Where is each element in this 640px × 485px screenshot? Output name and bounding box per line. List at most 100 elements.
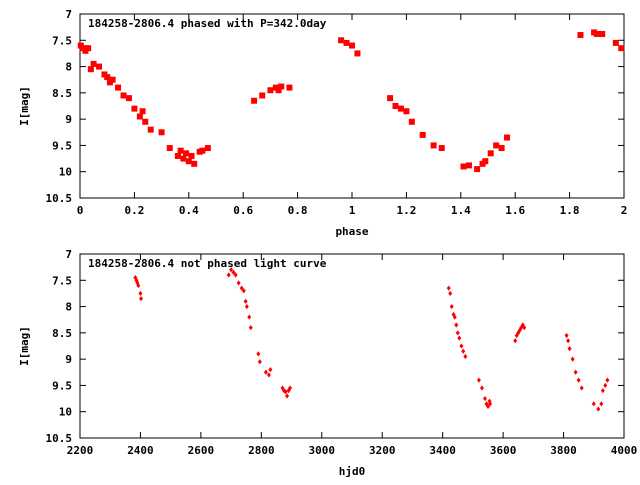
- unphased-data-point: [457, 335, 462, 341]
- unphased-y-tick-label: 7.5: [52, 274, 72, 287]
- phased-data-point: [392, 103, 399, 109]
- phased-data-point: [87, 66, 94, 73]
- phased-y-tick-label: 10.5: [46, 192, 73, 205]
- phased-x-tick-label: 1.4: [451, 204, 471, 217]
- unphased-data-point: [268, 367, 273, 373]
- unphased-x-tick-label: 3200: [369, 444, 396, 457]
- phased-data-point: [354, 50, 361, 57]
- unphased-data-point: [135, 280, 140, 286]
- phased-data-point: [142, 118, 149, 125]
- unphased-data-point: [285, 393, 290, 399]
- unphased-data-point: [513, 338, 518, 344]
- unphased-data-point: [248, 325, 253, 331]
- phased-data-point: [191, 160, 198, 167]
- unphased-data-point: [288, 385, 293, 391]
- phased-x-tick-label: 0.4: [179, 204, 199, 217]
- phased-data-point: [487, 150, 494, 157]
- phased-data-point: [188, 152, 195, 159]
- unphased-data-point: [229, 267, 234, 273]
- unphased-data-point: [231, 269, 236, 275]
- unphased-data-point: [596, 406, 601, 412]
- phased-y-tick-label: 10: [59, 166, 72, 179]
- unphased-x-axis-label: hjd0: [339, 465, 366, 478]
- phased-y-tick-label: 9.5: [52, 139, 72, 152]
- phased-x-tick-label: 1.8: [560, 204, 580, 217]
- unphased-data-point: [136, 282, 141, 289]
- phased-data-point: [338, 37, 345, 44]
- unphased-data-point: [133, 275, 138, 281]
- phased-data-point: [90, 60, 97, 67]
- phased-data-point: [599, 30, 606, 37]
- phased-data-point: [577, 32, 584, 39]
- unphased-plot-title: 184258-2806.4 not phased light curve: [88, 257, 327, 270]
- phased-x-tick-label: 0.6: [233, 204, 253, 217]
- unphased-data-point: [576, 377, 581, 383]
- phased-x-tick-label: 1: [349, 204, 356, 217]
- unphased-data-point: [266, 372, 271, 378]
- phased-data-point: [403, 108, 410, 115]
- unphased-x-tick-label: 2600: [188, 444, 215, 457]
- phased-data-point: [174, 152, 181, 159]
- phased-data-point: [438, 145, 445, 152]
- phased-y-tick-label: 8.5: [52, 87, 72, 100]
- unphased-light-curve-panel: 184258-2806.4 not phased light curve hjd…: [18, 248, 637, 478]
- unphased-data-point: [139, 296, 144, 302]
- unphased-data-point: [482, 395, 487, 402]
- unphased-data-point: [241, 288, 246, 294]
- phased-data-point: [136, 113, 143, 120]
- phased-x-tick-label: 0.8: [288, 204, 308, 217]
- phased-data-point: [479, 160, 486, 167]
- unphased-data-point: [479, 385, 484, 391]
- unphased-data-point: [461, 348, 466, 354]
- unphased-data-point: [247, 314, 252, 320]
- phased-data-point: [618, 45, 625, 52]
- unphased-x-tick-label: 3000: [309, 444, 336, 457]
- phased-data-point: [196, 148, 203, 155]
- phased-y-tick-label: 8: [65, 61, 72, 74]
- unphased-data-point: [236, 280, 241, 286]
- phased-data-point: [275, 87, 282, 94]
- phased-x-axis-label: phase: [335, 225, 368, 238]
- phased-y-tick-label: 7: [65, 8, 72, 21]
- unphased-data-point: [570, 356, 575, 362]
- phased-data-point: [593, 30, 600, 37]
- phased-data-point: [183, 150, 190, 157]
- phased-data-point: [504, 134, 511, 141]
- phased-data-point: [106, 79, 113, 86]
- phased-data-point: [185, 158, 192, 165]
- phased-data-point: [343, 39, 350, 46]
- phased-data-point: [96, 63, 103, 70]
- unphased-data-point: [455, 330, 460, 336]
- phased-x-tick-label: 1.6: [505, 204, 525, 217]
- phased-data-point: [267, 87, 274, 94]
- unphased-data-point: [522, 325, 527, 331]
- unphased-data-point: [280, 385, 285, 391]
- unphased-y-tick-label: 9.5: [52, 379, 72, 392]
- unphased-data-point: [567, 346, 572, 352]
- phased-data-point: [158, 129, 165, 136]
- phased-data-point: [139, 108, 146, 115]
- phased-x-tick-label: 2: [621, 204, 628, 217]
- unphased-data-point: [243, 298, 248, 304]
- unphased-data-point: [283, 389, 288, 395]
- unphased-data-point: [226, 272, 231, 278]
- phased-y-axis-label: I[mag]: [18, 86, 31, 126]
- unphased-x-tick-label: 2200: [67, 444, 94, 457]
- unphased-x-tick-label: 3800: [550, 444, 577, 457]
- phased-y-tick-label: 9: [65, 113, 72, 126]
- unphased-x-tick-label: 2400: [127, 444, 154, 457]
- phased-light-curve-panel: 184258-2806.4 phased with P=342.0day pha…: [18, 8, 627, 238]
- phased-plot-frame: [79, 13, 625, 199]
- unphased-data-point: [476, 377, 481, 383]
- unphased-x-tick-label: 3400: [429, 444, 456, 457]
- unphased-data-point: [579, 385, 584, 391]
- phased-data-point: [251, 97, 258, 104]
- phased-plot-title: 184258-2806.4 phased with P=342.0day: [88, 17, 327, 30]
- unphased-y-tick-label: 8: [65, 301, 72, 314]
- phased-data-point: [131, 105, 138, 112]
- unphased-data-point: [244, 303, 249, 310]
- phased-data-point: [166, 145, 173, 152]
- phased-y-tick-label: 7.5: [52, 34, 72, 47]
